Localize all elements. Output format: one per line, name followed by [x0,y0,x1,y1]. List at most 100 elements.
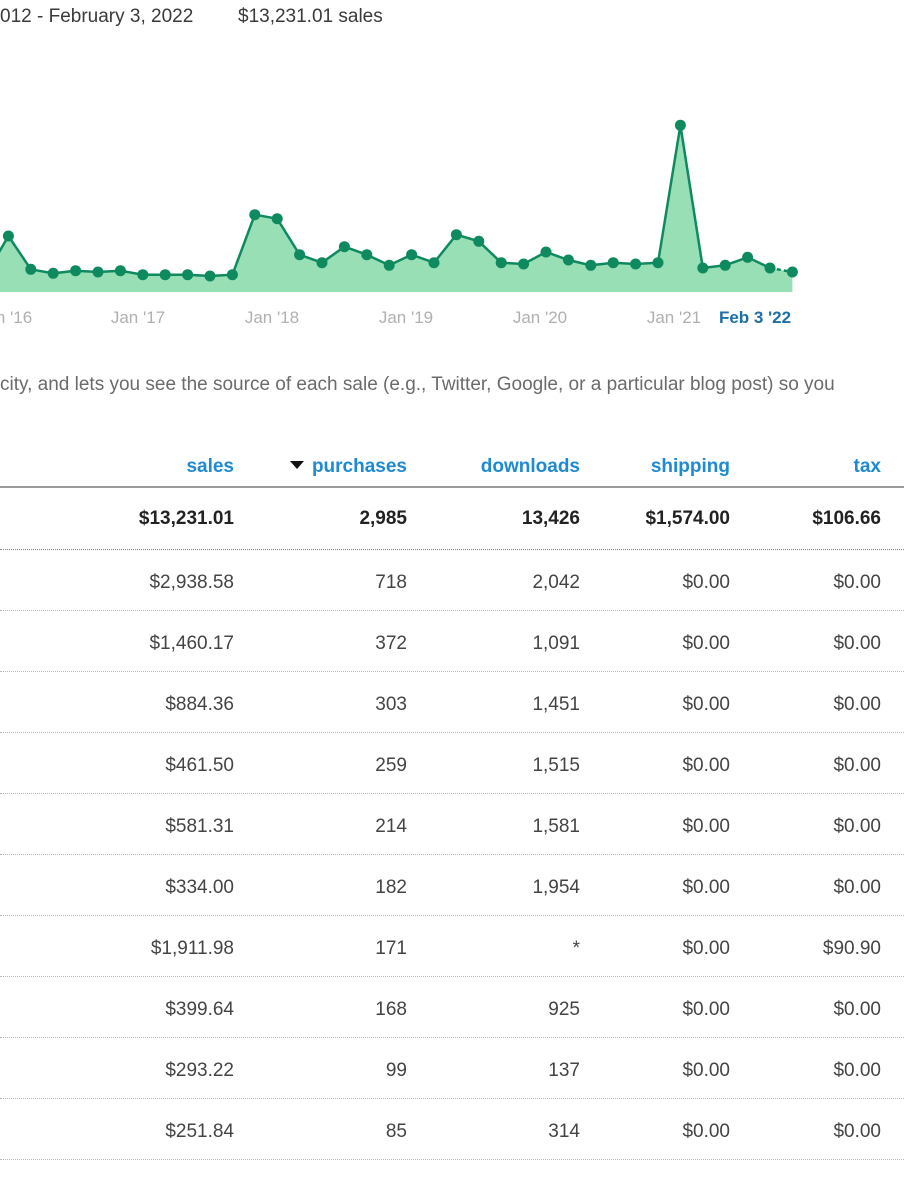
column-header-shipping[interactable]: shipping [650,456,730,477]
row-shipping: $0.00 [682,999,730,1020]
column-header-downloads[interactable]: downloads [480,456,580,477]
table-row[interactable]: $334.00 182 1,954 $0.00 $0.00 [0,855,904,916]
row-tax: $0.00 [833,1060,881,1081]
chart-point[interactable] [204,270,216,282]
table-row[interactable]: $2,938.58 718 2,042 $0.00 $0.00 [0,550,904,611]
total-purchases: 2,985 [359,508,407,529]
row-shipping: $0.00 [682,694,730,715]
x-highlight-label: Feb 3 '22 [719,308,791,327]
table-row[interactable]: $884.36 303 1,451 $0.00 $0.00 [0,672,904,733]
chart-point[interactable] [249,209,261,221]
table-row[interactable]: $251.84 85 314 $0.00 $0.00 [0,1099,904,1160]
chart-point[interactable] [630,258,642,270]
report-description: city, and lets you see the source of eac… [0,374,835,395]
chart-point[interactable] [2,230,14,242]
row-sales: $884.36 [165,694,234,715]
chart-point[interactable] [428,257,440,269]
row-tax: $0.00 [833,633,881,654]
table-row[interactable]: $461.50 259 1,515 $0.00 $0.00 [0,733,904,794]
row-sales: $334.00 [165,877,234,898]
row-purchases: 182 [375,877,407,898]
row-downloads: * [572,938,580,959]
chart-point[interactable] [316,257,328,269]
row-sales: $1,911.98 [150,938,234,959]
row-shipping: $0.00 [682,1060,730,1081]
chart-point[interactable] [697,262,709,274]
row-purchases: 214 [375,816,407,837]
table-header: sales purchases downloads shipping tax [0,440,904,488]
total-downloads: 13,426 [521,508,580,529]
chart-point[interactable] [540,246,552,258]
table-row[interactable]: $1,460.17 372 1,091 $0.00 $0.00 [0,611,904,672]
chart-point[interactable] [585,259,597,271]
row-downloads: 137 [548,1060,580,1081]
column-header-sales[interactable]: sales [186,456,234,477]
row-sales: $251.84 [165,1121,234,1142]
table-row[interactable]: $293.22 99 137 $0.00 $0.00 [0,1038,904,1099]
row-shipping: $0.00 [682,938,730,959]
table-row[interactable]: $399.64 168 925 $0.00 $0.00 [0,977,904,1038]
row-shipping: $0.00 [682,633,730,654]
total-shipping: $1,574.00 [645,508,730,529]
row-sales: $1,460.17 [149,633,234,654]
table-row[interactable]: $581.31 214 1,581 $0.00 $0.00 [0,794,904,855]
chart-point[interactable] [495,257,507,269]
row-purchases: 168 [375,999,407,1020]
chart-point[interactable] [607,257,619,269]
row-downloads: 2,042 [532,572,580,593]
row-sales: $293.22 [165,1060,234,1081]
row-tax: $0.00 [833,694,881,715]
chart-point[interactable] [338,241,350,253]
row-tax: $90.90 [822,938,881,959]
chart-point[interactable] [159,269,171,281]
chart-point[interactable] [226,269,238,281]
chart-point[interactable] [473,235,485,247]
column-header-tax[interactable]: tax [853,456,881,477]
chart-point[interactable] [383,259,395,271]
row-tax: $0.00 [833,999,881,1020]
chart-point[interactable] [674,119,686,131]
chart-point[interactable] [114,265,126,277]
chart-point[interactable] [137,269,149,281]
chart-point[interactable] [562,254,574,266]
table-row[interactable]: $1,911.98 171 * $0.00 $90.90 [0,916,904,977]
report-header: 012 - February 3, 2022 $13,231.01 sales [0,6,383,28]
chart-point[interactable] [786,266,798,278]
row-sales: $461.50 [165,755,234,776]
chart-point[interactable] [70,265,82,277]
row-purchases: 372 [375,633,407,654]
chart-point[interactable] [361,249,373,261]
chart-point[interactable] [25,263,37,275]
row-downloads: 1,451 [532,694,580,715]
x-tick-label: Jan '19 [379,308,433,327]
chart-point[interactable] [764,262,776,274]
chart-point[interactable] [518,258,530,270]
chart-point[interactable] [271,213,283,225]
chart-point[interactable] [742,251,754,263]
chart-point[interactable] [450,229,462,241]
x-tick-label: Jan '17 [111,308,165,327]
row-sales: $581.31 [165,816,234,837]
row-tax: $0.00 [833,572,881,593]
chart-point[interactable] [182,269,194,281]
row-purchases: 303 [375,694,407,715]
chart-point[interactable] [652,257,664,269]
row-sales: $2,938.58 [149,572,234,593]
row-downloads: 1,515 [532,755,580,776]
row-purchases: 259 [375,755,407,776]
column-header-purchases[interactable]: purchases [289,456,407,478]
row-downloads: 1,091 [532,633,580,654]
sort-descending-icon [289,460,304,469]
chart-area [0,125,793,292]
date-range[interactable]: 012 - February 3, 2022 [0,6,194,27]
chart-point[interactable] [92,266,104,278]
x-tick-label: n '16 [0,308,32,327]
chart-point[interactable] [406,249,418,261]
chart-point[interactable] [294,249,306,261]
chart-point[interactable] [47,267,59,279]
chart-point[interactable] [719,259,731,271]
row-downloads: 1,954 [532,877,580,898]
row-downloads: 1,581 [532,816,580,837]
row-tax: $0.00 [833,816,881,837]
x-tick-label: Jan '21 [647,308,701,327]
